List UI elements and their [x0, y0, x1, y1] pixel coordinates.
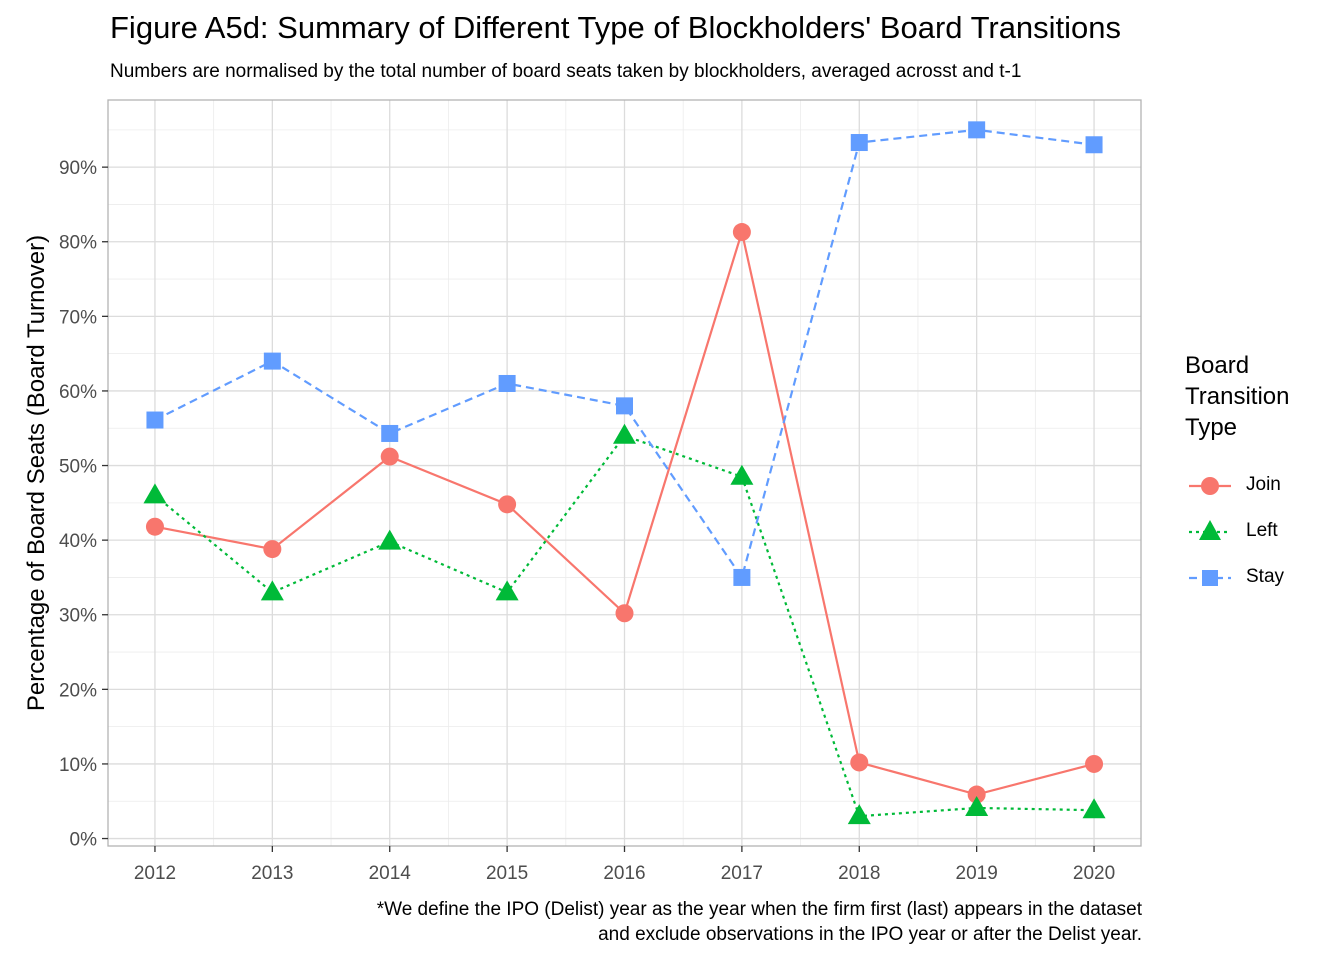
major-gridlines	[108, 100, 1141, 846]
data-point-stay	[616, 397, 633, 415]
y-tick-label: 20%	[59, 680, 97, 701]
legend-label-join: Join	[1246, 474, 1281, 495]
data-point-stay	[1085, 136, 1103, 154]
data-point-join	[615, 604, 634, 623]
y-tick-label: 30%	[59, 606, 97, 627]
x-tick-label: 2012	[134, 863, 176, 884]
caption-line-2: and exclude observations in the IPO year…	[598, 924, 1142, 945]
data-point-stay	[498, 374, 516, 392]
data-point-left	[613, 423, 636, 444]
legend-label-stay: Stay	[1246, 566, 1285, 587]
data-point-left	[260, 580, 284, 601]
legend: Board Transition Type Join Left Stay	[1185, 350, 1325, 601]
y-tick-label: 50%	[59, 457, 97, 478]
series-line-stay	[154, 128, 1095, 581]
x-tick-label: 2017	[721, 863, 763, 884]
data-point-stay	[733, 568, 751, 586]
legend-key-left	[1189, 520, 1231, 540]
data-point-left	[378, 529, 402, 550]
y-tick-label: 80%	[59, 233, 97, 254]
data-point-stay	[968, 121, 986, 139]
series-layer	[143, 121, 1106, 825]
legend-key-join	[1189, 477, 1231, 495]
legend-item-stay: Stay	[1185, 555, 1325, 601]
data-point-stay	[850, 134, 868, 152]
x-tick-label: 2016	[603, 863, 645, 884]
x-tick-label: 2015	[486, 863, 528, 884]
x-tick-label: 2013	[251, 863, 293, 884]
y-tick-label: 40%	[59, 531, 97, 552]
data-point-join	[967, 785, 986, 804]
data-point-left	[847, 804, 871, 825]
legend-item-left: Left	[1185, 509, 1325, 555]
y-tick-label: 10%	[59, 755, 97, 776]
x-tick-label: 2020	[1073, 863, 1115, 884]
data-point-stay	[381, 424, 399, 442]
data-point-left	[965, 795, 989, 816]
axis-ticks: 0% 10% 20% 30% 40% 50% 60% 70% 80% 90% 2012 2013 201…	[59, 158, 1115, 884]
minor-gridlines	[108, 100, 1141, 846]
data-point-stay	[146, 411, 164, 429]
data-point-left	[143, 483, 167, 504]
x-tick-label: 2014	[369, 863, 412, 884]
x-tick-label: 2019	[956, 863, 998, 884]
data-point-stay	[263, 352, 281, 370]
y-tick-label: 0%	[70, 830, 98, 851]
legend-title: Board Transition Type	[1185, 352, 1290, 441]
y-axis-label: Percentage of Board Seats (Board Turnove…	[23, 235, 50, 711]
data-point-join	[1085, 754, 1104, 773]
data-point-left	[730, 464, 754, 485]
chart-title: Figure A5d: Summary of Different Type of…	[110, 10, 1122, 45]
y-tick-label: 90%	[59, 158, 97, 179]
chart-subtitle: Numbers are normalised by the total numb…	[110, 61, 1022, 82]
legend-label-left: Left	[1246, 520, 1278, 541]
y-tick-label: 60%	[59, 382, 97, 403]
data-point-join	[380, 447, 399, 466]
legend-key-stay	[1189, 570, 1231, 586]
data-point-join	[732, 223, 751, 242]
x-tick-label: 2018	[838, 863, 880, 884]
data-point-join	[850, 753, 869, 772]
chart-caption: *We define the IPO (Delist) year as the …	[377, 897, 1142, 947]
data-point-join	[263, 540, 282, 559]
data-point-left	[495, 580, 519, 601]
caption-line-1: *We define the IPO (Delist) year as the …	[376, 899, 1142, 920]
data-point-join	[498, 495, 517, 514]
legend-item-join: Join	[1185, 463, 1325, 509]
y-tick-label: 70%	[59, 307, 97, 328]
data-point-left	[1082, 798, 1106, 819]
data-point-join	[145, 517, 164, 536]
